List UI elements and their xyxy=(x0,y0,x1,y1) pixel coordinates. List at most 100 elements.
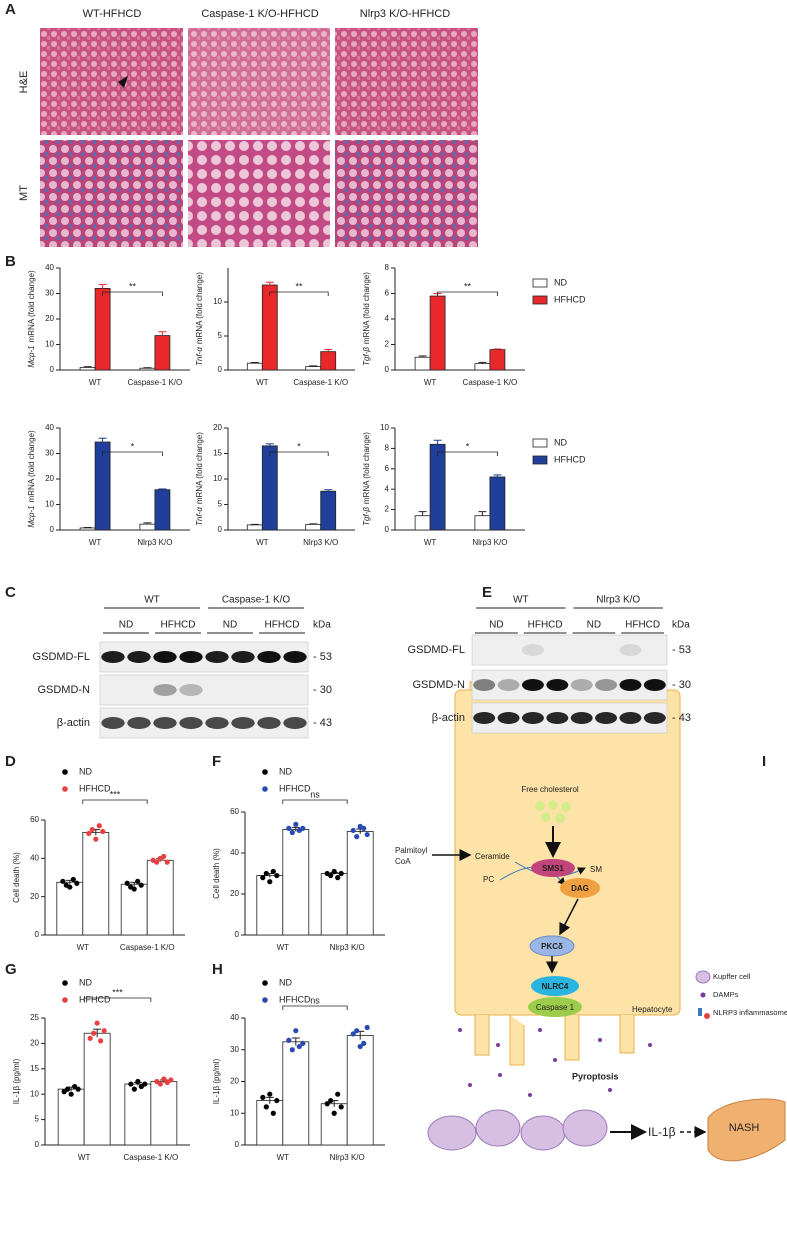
y-axis-label-text: mRNA (fold change) xyxy=(27,430,36,502)
blot-band xyxy=(619,644,642,656)
significance-label: ** xyxy=(295,281,303,291)
data-point xyxy=(293,821,299,827)
legend-icon xyxy=(698,1008,710,1019)
blot-band xyxy=(179,651,203,663)
x-tick-label: Nlrp3 K/O xyxy=(137,538,172,547)
x-tick-label: Caspase-1 K/O xyxy=(123,1153,178,1162)
y-axis-label: Tgf-β mRNA (fold change) xyxy=(362,432,371,526)
panel-letter: A xyxy=(5,1,16,18)
bar xyxy=(94,287,111,371)
significance-label: * xyxy=(297,441,301,451)
data-point xyxy=(131,886,137,892)
y-tick-label: 40 xyxy=(30,853,39,862)
significance-bracket xyxy=(282,1005,348,1010)
bar xyxy=(120,883,148,936)
data-point xyxy=(331,1110,337,1116)
y-tick-label: 10 xyxy=(380,423,389,432)
mw-label: - 53 xyxy=(313,651,332,663)
y-tick-label: 8 xyxy=(385,263,390,272)
arrowhead xyxy=(118,76,128,88)
significance-bracket xyxy=(437,451,498,456)
legend-icon xyxy=(700,992,706,998)
y-tick-label: 8 xyxy=(385,444,390,453)
data-point xyxy=(300,825,306,832)
y-tick-label: 0 xyxy=(385,525,390,534)
blot-band xyxy=(595,712,618,724)
bar xyxy=(124,1083,152,1146)
column-label: Nlrp3 K/O-HFHCD xyxy=(360,8,451,20)
bar xyxy=(83,1032,111,1146)
y-tick-label: 0 xyxy=(35,1140,40,1149)
legend-label: HFHCD xyxy=(554,454,586,464)
y-axis-label-gene: Mcp-1 xyxy=(27,505,36,527)
legend-label: HFHCD xyxy=(79,994,111,1004)
he-image xyxy=(40,28,183,135)
legend-marker xyxy=(262,769,268,775)
x-tick-label: Caspase-1 K/O xyxy=(293,378,348,387)
significance-label: ** xyxy=(464,281,472,291)
label: PC xyxy=(483,875,494,884)
y-axis-label: IL-1β (pg/ml) xyxy=(212,1058,221,1104)
y-tick-label: 20 xyxy=(30,892,39,901)
x-tick-label: WT xyxy=(424,378,437,387)
significance-bracket xyxy=(102,291,163,296)
legend-marker xyxy=(62,980,68,986)
y-tick-label: 20 xyxy=(213,423,222,432)
data-point xyxy=(100,828,106,835)
bar xyxy=(429,443,446,531)
panel-letter: I xyxy=(762,753,766,770)
row-label: H&E xyxy=(18,71,30,94)
blot-band xyxy=(153,651,177,663)
blot-band xyxy=(179,717,203,729)
y-tick-label: 4 xyxy=(385,314,390,323)
data-point xyxy=(157,1081,163,1087)
data-point xyxy=(354,1028,360,1034)
legend-label: ND xyxy=(79,766,92,776)
bar xyxy=(256,875,284,936)
x-tick-label: Nlrp3 K/O xyxy=(330,1153,365,1162)
data-point xyxy=(286,1037,292,1043)
data-point xyxy=(364,831,370,838)
legend-icon xyxy=(695,970,711,984)
mt-image xyxy=(40,140,183,247)
data-point xyxy=(270,1110,276,1116)
group-label: Caspase-1 K/O xyxy=(222,595,291,606)
label: Pyroptosis xyxy=(572,1071,619,1081)
bar xyxy=(320,1103,348,1146)
row-label: GSDMD-N xyxy=(412,679,465,691)
row-label: GSDMD-FL xyxy=(408,644,465,656)
legend-label: ND xyxy=(279,977,292,987)
data-point xyxy=(161,853,167,860)
legend-label: HFHCD xyxy=(79,783,111,793)
data-point xyxy=(70,876,76,883)
blot-band xyxy=(521,712,544,724)
legend-marker xyxy=(62,997,68,1003)
bar xyxy=(320,490,337,531)
significance-label: ** xyxy=(129,281,137,291)
label: NASH xyxy=(729,1122,760,1134)
data-point xyxy=(260,875,266,881)
data-point xyxy=(286,825,292,832)
y-axis-label-text: mRNA (fold change) xyxy=(195,272,204,344)
data-point xyxy=(274,1097,280,1104)
data-point xyxy=(296,1043,302,1050)
data-point xyxy=(335,875,341,881)
row-label: β-actin xyxy=(432,712,465,724)
mw-label: - 43 xyxy=(313,717,332,729)
blot-strip xyxy=(471,634,668,666)
label: Caspase 1 xyxy=(536,1003,575,1012)
pyroptotic-projection xyxy=(474,1015,635,1066)
data-point xyxy=(263,870,269,877)
data-point xyxy=(328,1097,334,1104)
x-tick-label: WT xyxy=(78,1153,91,1162)
label: NLRC4 xyxy=(542,982,569,991)
data-point xyxy=(361,825,367,832)
data-point xyxy=(135,878,141,884)
y-axis-label-text: mRNA (fold change) xyxy=(362,432,371,504)
mw-label: - 30 xyxy=(672,679,691,691)
lane-label: HFHCD xyxy=(161,620,196,631)
data-point xyxy=(138,882,144,888)
y-tick-label: 40 xyxy=(230,848,239,857)
x-tick-label: WT xyxy=(277,1153,290,1162)
label: Free cholesterol xyxy=(521,785,579,794)
